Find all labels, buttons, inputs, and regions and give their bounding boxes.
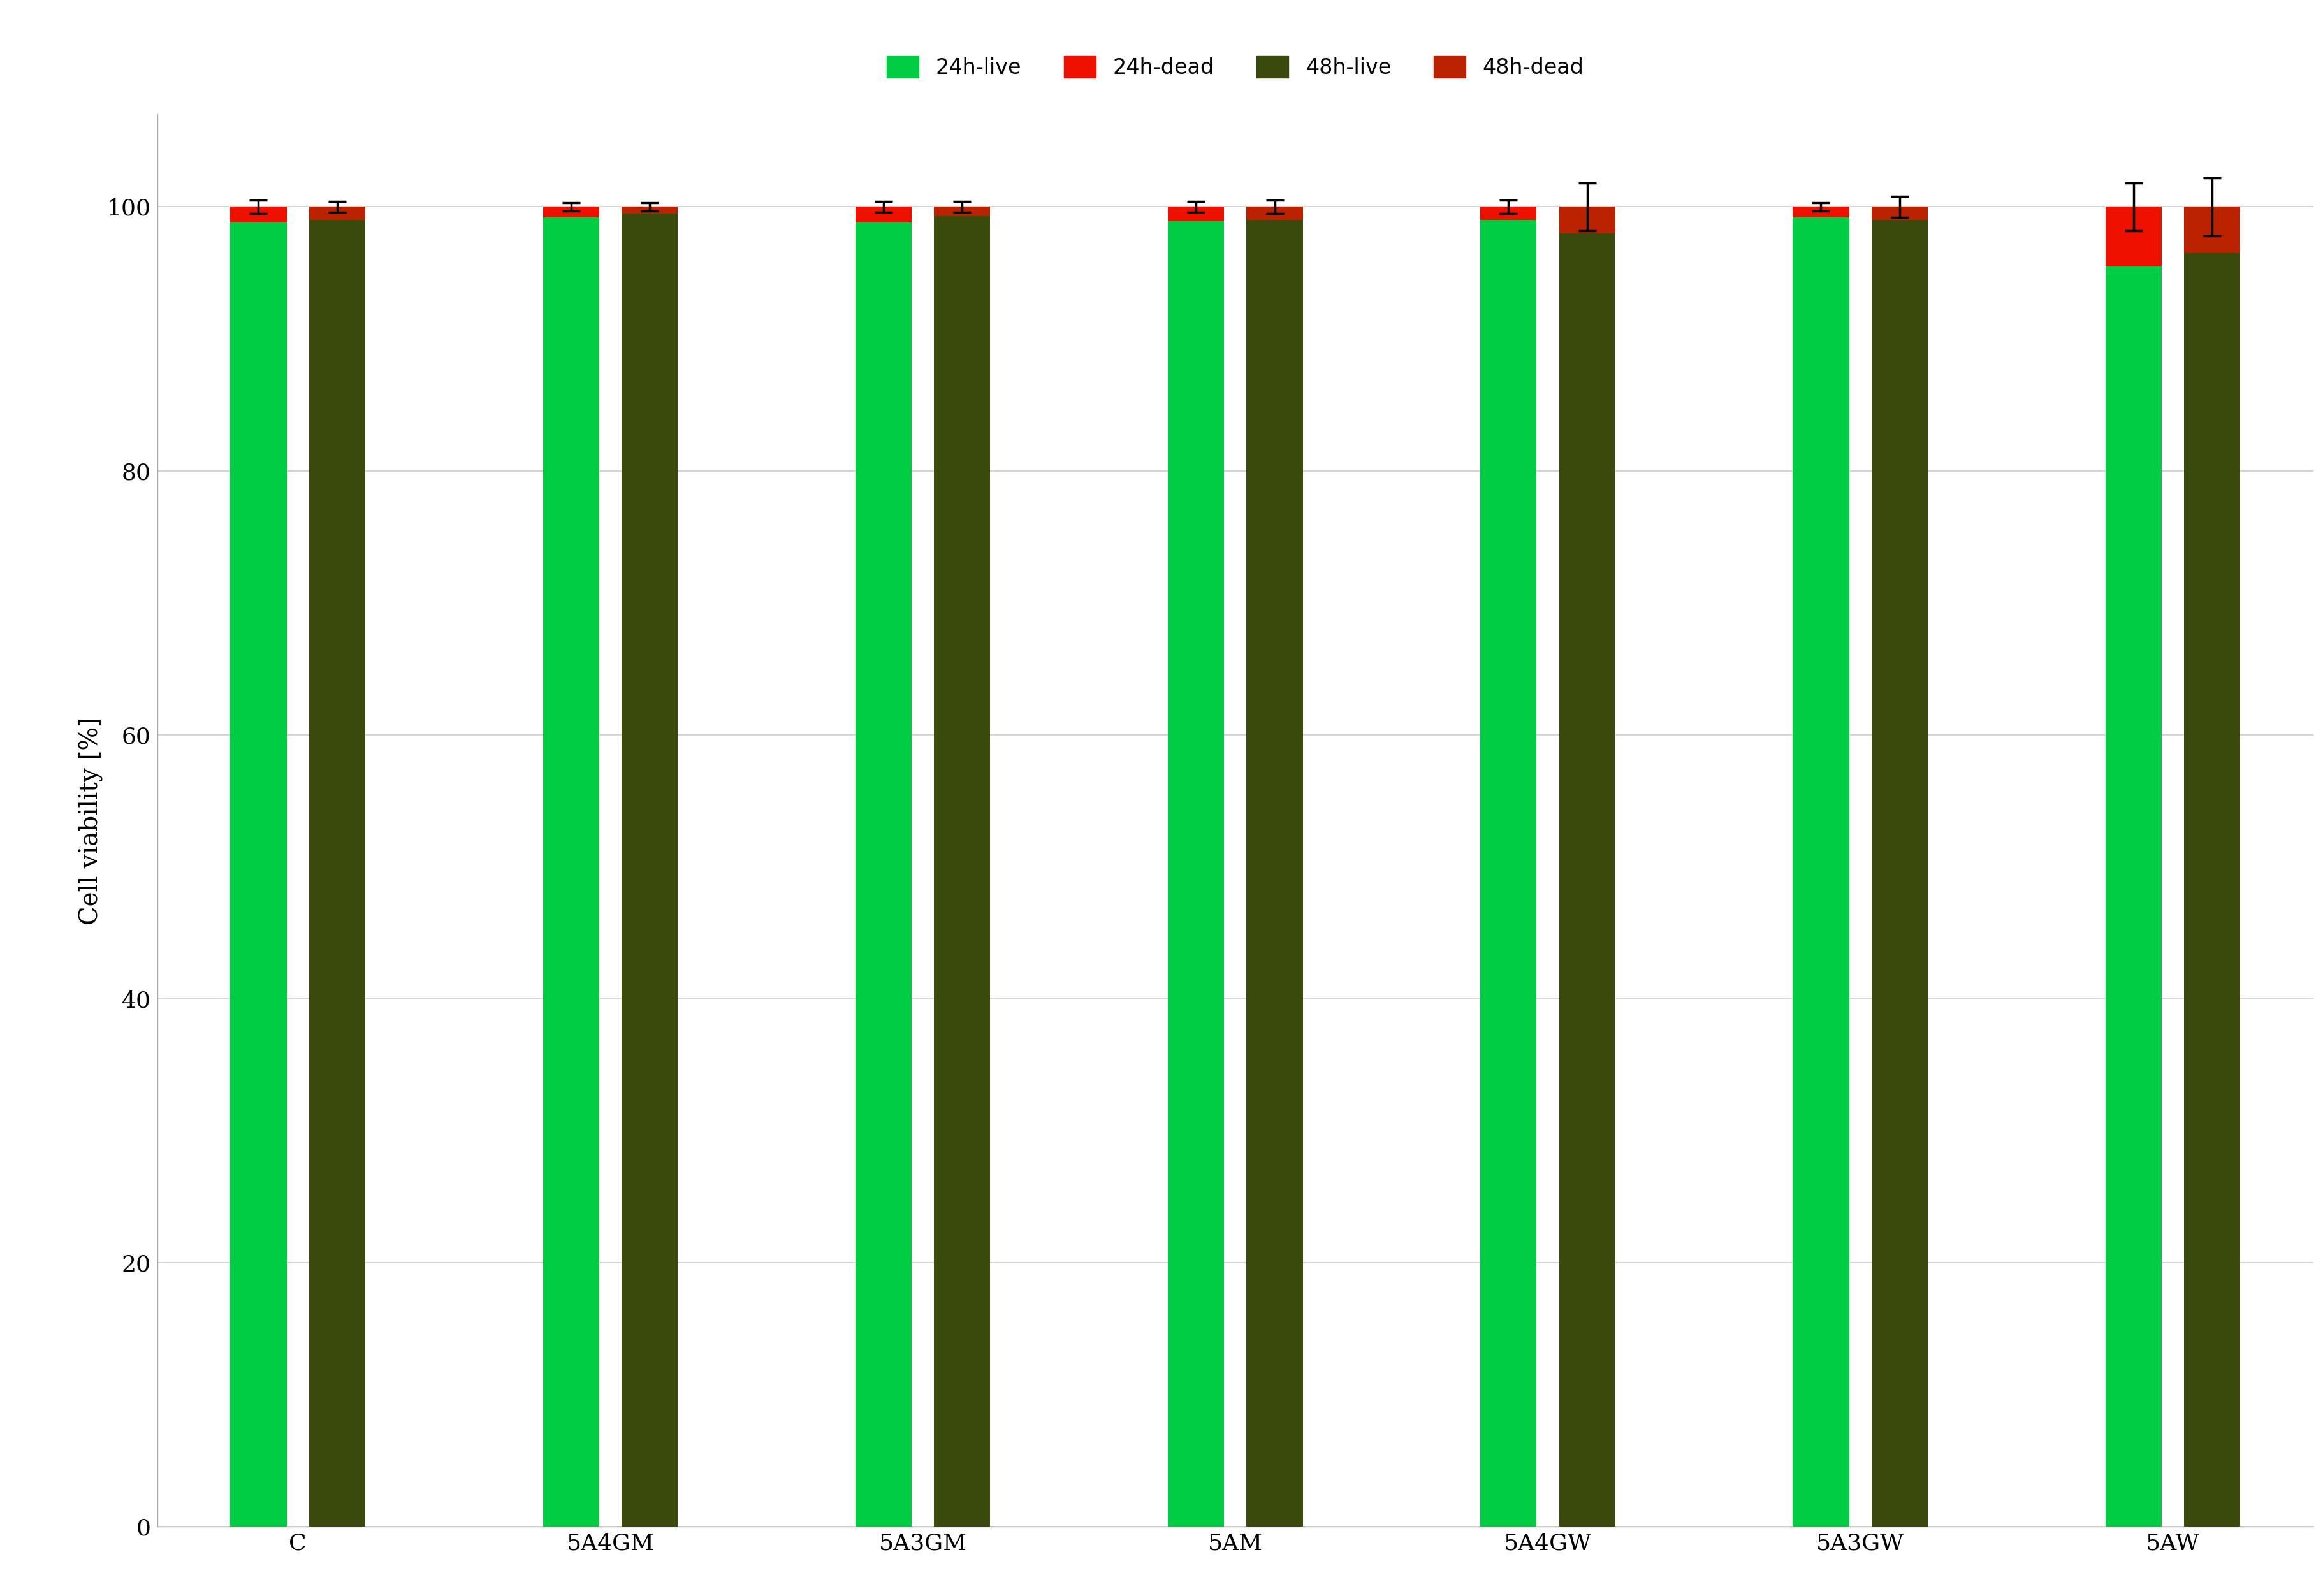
- Bar: [934, 207, 990, 215]
- Bar: [1559, 207, 1614, 233]
- Bar: [544, 217, 599, 1527]
- Bar: [1247, 220, 1303, 1527]
- Bar: [2184, 207, 2239, 254]
- Bar: [855, 207, 911, 222]
- Bar: [544, 207, 599, 217]
- Bar: [1480, 220, 1536, 1527]
- Bar: [1872, 220, 1928, 1527]
- Bar: [230, 207, 286, 222]
- Bar: [2105, 207, 2163, 267]
- Bar: [1168, 207, 1224, 222]
- Bar: [1247, 207, 1303, 220]
- Bar: [855, 222, 911, 1527]
- Bar: [1559, 233, 1614, 1527]
- Bar: [2105, 267, 2163, 1527]
- Bar: [1793, 217, 1849, 1527]
- Bar: [2184, 254, 2239, 1527]
- Bar: [1793, 207, 1849, 217]
- Bar: [934, 215, 990, 1527]
- Bar: [1872, 207, 1928, 220]
- Bar: [1168, 222, 1224, 1527]
- Y-axis label: Cell viability [%]: Cell viability [%]: [79, 717, 105, 924]
- Bar: [309, 220, 365, 1527]
- Bar: [623, 214, 678, 1527]
- Legend: 24h-live, 24h-dead, 48h-live, 48h-dead: 24h-live, 24h-dead, 48h-live, 48h-dead: [878, 48, 1591, 86]
- Bar: [623, 207, 678, 214]
- Bar: [309, 207, 365, 220]
- Bar: [1480, 207, 1536, 220]
- Bar: [230, 222, 286, 1527]
